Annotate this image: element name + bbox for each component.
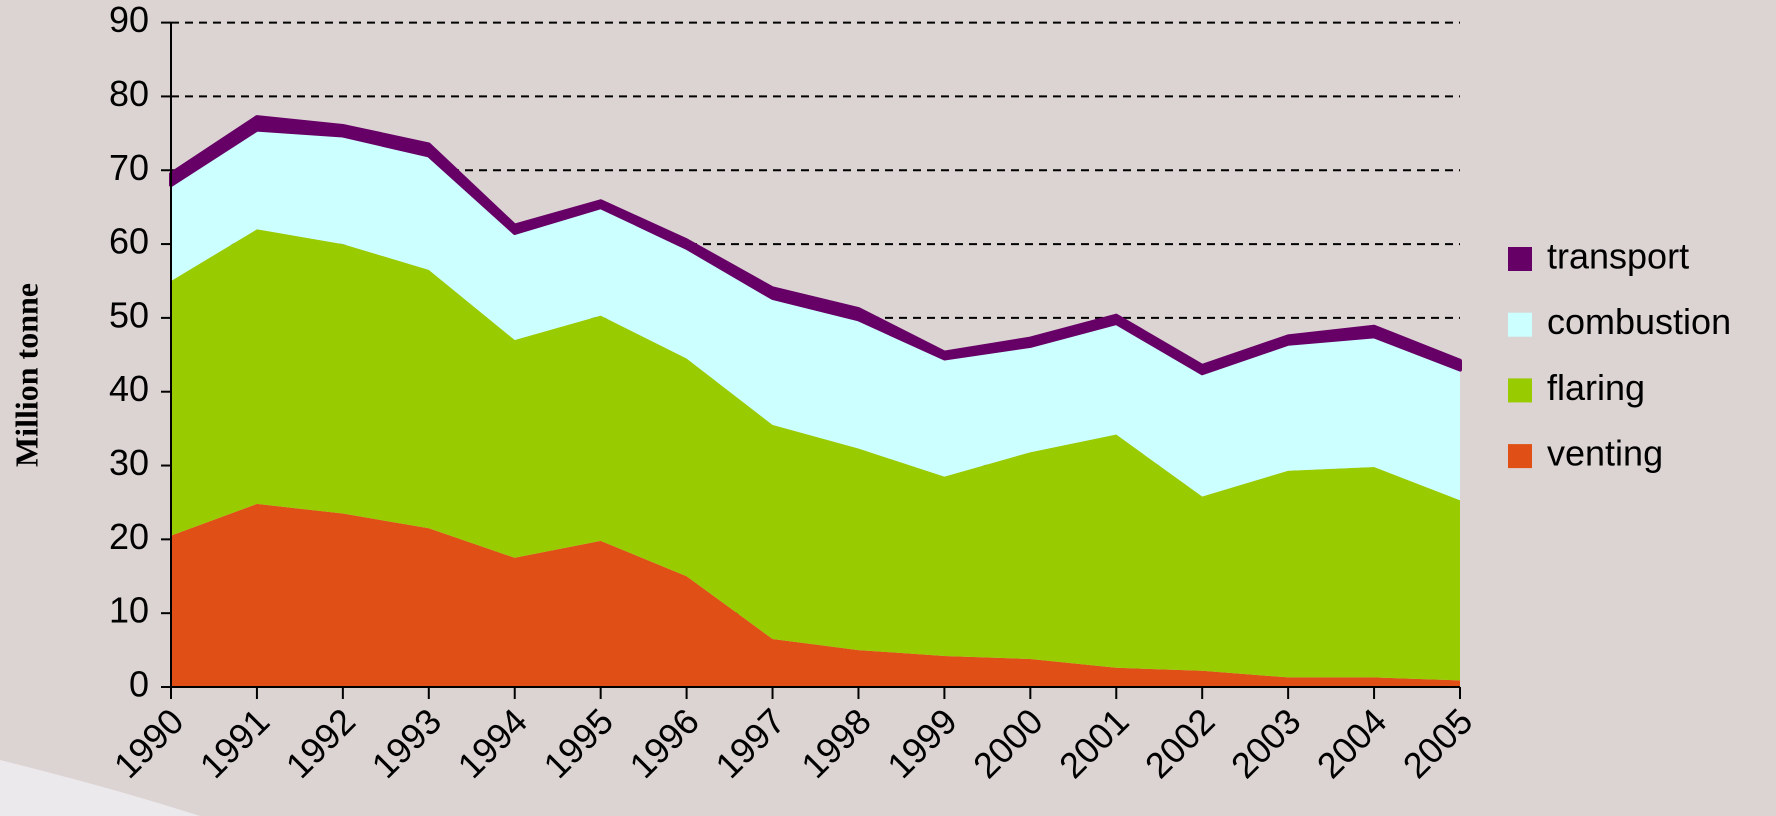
x-tick-label: 1996 (621, 700, 707, 786)
y-axis-label: Million tonne (8, 283, 44, 467)
legend-label: transport (1547, 236, 1689, 277)
x-tick-label: 1993 (364, 700, 450, 786)
x-tick-label: 2004 (1309, 700, 1395, 786)
y-tick-label: 50 (109, 294, 149, 335)
legend-label: flaring (1547, 367, 1645, 408)
decoration (0, 760, 200, 816)
x-tick-label: 1997 (707, 700, 793, 786)
y-tick-label: 40 (109, 368, 149, 409)
y-tick-label: 70 (109, 147, 149, 188)
x-tick-label: 1990 (106, 700, 192, 786)
x-tick-label: 2005 (1395, 700, 1481, 786)
y-tick-label: 90 (109, 0, 149, 40)
area (171, 229, 1460, 681)
y-tick-label: 80 (109, 73, 149, 114)
legend-swatch (1508, 378, 1532, 403)
x-tick-label: 1998 (793, 700, 879, 786)
x-tick-label: 2002 (1137, 700, 1223, 786)
legend-swatch (1508, 312, 1532, 337)
x-tick-label: 1994 (449, 700, 535, 786)
y-tick-label: 0 (129, 664, 149, 705)
areas (169, 115, 1462, 687)
area (171, 129, 1460, 501)
x-tick-label: 1991 (192, 700, 278, 786)
area (171, 503, 1460, 687)
y-tick-label: 60 (109, 221, 149, 262)
legend-label: combustion (1547, 301, 1731, 342)
area (169, 115, 1462, 376)
legend-swatch (1508, 247, 1532, 271)
x-tick-label: 2000 (965, 700, 1051, 786)
legend: transport combustion flaring venting (1508, 236, 1731, 474)
x-tick-label: 1995 (535, 700, 621, 786)
y-tick-label: 20 (109, 516, 149, 557)
x-tick-label: 1992 (278, 700, 364, 786)
legend-label: venting (1547, 433, 1663, 474)
x-tick-label: 2001 (1051, 700, 1137, 786)
legend-swatch (1508, 444, 1532, 469)
x-tick-label: 1999 (879, 700, 965, 786)
x-tick-label: 2003 (1223, 700, 1309, 786)
y-tick-label: 30 (109, 442, 149, 483)
y-tick-label: 10 (109, 590, 149, 631)
